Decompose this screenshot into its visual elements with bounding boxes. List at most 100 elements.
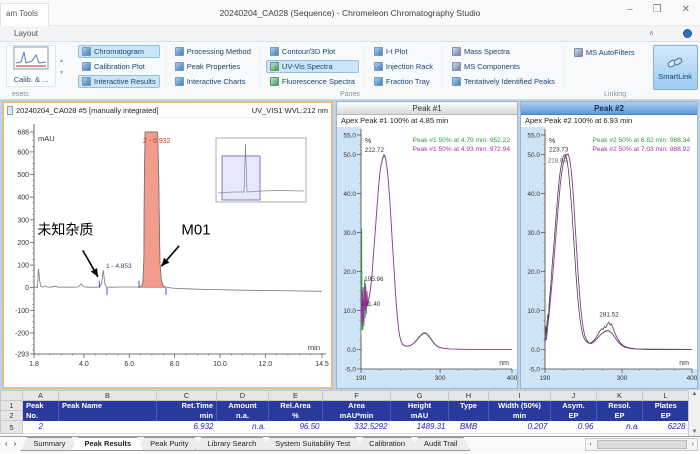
row-number[interactable]: 1 [0, 400, 23, 411]
tab-layout[interactable]: Layout [14, 29, 39, 38]
ribbon-button-uv-vis-spectra[interactable]: UV-Vis Spectra [265, 60, 359, 73]
ribbon-collapse-icon[interactable]: ∧ [648, 30, 654, 37]
column-header-unit[interactable]: min [488, 410, 551, 421]
tab-scroll-left-icon[interactable]: ‹ [5, 439, 8, 448]
column-header[interactable]: Rel.Area [268, 400, 323, 411]
sheet-tab-system-suitability-test[interactable]: System Suitability Test [262, 437, 363, 451]
column-letter-E[interactable]: E [268, 390, 323, 401]
column-header-unit[interactable]: No. [22, 410, 59, 421]
column-header[interactable]: Peak Name [58, 400, 157, 411]
ribbon-button-contour-3d-plot[interactable]: Contour/3D Plot [266, 45, 359, 58]
column-header[interactable]: Peak [22, 400, 59, 411]
column-header[interactable]: Area [322, 400, 391, 411]
column-header-unit[interactable]: min [156, 410, 217, 421]
result-cell[interactable]: n.a. [596, 420, 643, 434]
presets-button[interactable]: Calib. & ... [6, 45, 56, 87]
column-letter-K[interactable]: K [596, 390, 643, 401]
column-letter-J[interactable]: J [550, 390, 597, 401]
column-letter-A[interactable]: A [22, 390, 59, 401]
y-tick-label: 200 [17, 240, 29, 247]
help-icon[interactable] [683, 29, 692, 38]
column-letter-B[interactable]: B [58, 390, 157, 401]
ribbon-button-tentatively-identified-peaks[interactable]: Tentatively Identified Peaks [448, 75, 559, 88]
scroll-left-icon[interactable]: ‹ [589, 441, 592, 448]
column-header[interactable]: Asym. [550, 400, 597, 411]
sheet-tab-peak-purity[interactable]: Peak Purity [137, 437, 201, 451]
ribbon-button-i-t-plot[interactable]: I-t Plot [370, 45, 437, 58]
close-button[interactable]: ✕ [681, 4, 690, 15]
column-header-unit[interactable] [58, 410, 157, 421]
result-cell[interactable]: 0.96 [550, 420, 597, 434]
column-letter-C[interactable]: C [156, 390, 217, 401]
ribbon-button-mass-spectra[interactable]: Mass Spectra [448, 45, 559, 58]
overview-inset[interactable] [215, 137, 307, 203]
scrollbar-thumb[interactable] [596, 440, 687, 449]
ribbon-button-fluorescence-spectra[interactable]: Fluorescence Spectra [266, 75, 359, 88]
ribbon-button-processing-method[interactable]: Processing Method [171, 45, 255, 58]
ribbon-button-interactive-results[interactable]: Interactive Results [78, 75, 160, 88]
restore-button[interactable]: ❐ [652, 4, 662, 15]
column-header[interactable]: Height [390, 400, 449, 411]
column-header-unit[interactable]: mAU*min [322, 410, 391, 421]
row-number[interactable]: 2 [0, 410, 23, 421]
result-cell[interactable]: 1489.31 [390, 420, 449, 434]
column-header[interactable]: Width (50%) [488, 400, 551, 411]
column-letter-F[interactable]: F [322, 390, 391, 401]
column-header-unit[interactable]: EP [642, 410, 689, 421]
column-letter-H[interactable]: H [448, 390, 489, 401]
ribbon-button-chromatogram[interactable]: Chromatogram [78, 45, 160, 58]
column-header[interactable]: Ret.Time [156, 400, 217, 411]
result-cell[interactable] [58, 420, 157, 434]
peak2-panel-title[interactable]: Peak #2 [521, 102, 697, 115]
sheet-tab-library-search[interactable]: Library Search [195, 437, 270, 451]
ribbon-button-interactive-charts[interactable]: Interactive Charts [171, 75, 255, 88]
column-header-unit[interactable]: EP [596, 410, 643, 421]
sheet-tab-peak-results[interactable]: Peak Results [71, 437, 144, 451]
column-letter-D[interactable]: D [216, 390, 269, 401]
column-header[interactable]: Resol. [596, 400, 643, 411]
smartlink-button[interactable]: SmartLink [652, 45, 698, 90]
result-cell[interactable]: 2 [22, 420, 59, 434]
column-header[interactable]: Amount [216, 400, 269, 411]
ribbon-button-ms-autofilters[interactable]: MS AutoFilters [570, 45, 639, 59]
column-header-unit[interactable]: % [268, 410, 323, 421]
minimize-button[interactable]: – [627, 4, 633, 15]
tab-scroll-right-icon[interactable]: › [13, 439, 17, 448]
sheet-tab-summary[interactable]: Summary [20, 437, 78, 451]
result-cell[interactable]: 96.50 [268, 420, 323, 434]
scroll-right-icon[interactable]: › [691, 441, 694, 448]
ribbon-button-peak-properties[interactable]: Peak Properties [171, 60, 255, 73]
row-number[interactable]: 5 [0, 420, 23, 434]
column-header-unit[interactable]: mAU [390, 410, 449, 421]
peak1-panel-title[interactable]: Peak #1 [337, 102, 517, 115]
column-header[interactable]: Plates [642, 400, 689, 411]
horizontal-scrollbar[interactable]: ‹ › [585, 438, 698, 451]
column-letter-I[interactable]: I [488, 390, 551, 401]
sheet-tab-calibration[interactable]: Calibration [356, 437, 418, 451]
column-header-unit[interactable]: EP [550, 410, 597, 421]
ribbon-button-fraction-tray[interactable]: Fraction Tray [370, 75, 437, 88]
table-vertical-scrollbar[interactable]: ▲ ▼ [688, 390, 700, 436]
column-header[interactable]: Type [448, 400, 489, 411]
ribbon-button-ms-components[interactable]: MS Components [448, 60, 559, 73]
sheet-tab-audit-trail[interactable]: Audit Trail [411, 437, 470, 451]
ribbon-button-calibration-plot[interactable]: Calibration Plot [78, 60, 160, 73]
ribbon-button-injection-rack[interactable]: Injection Rack [370, 60, 437, 73]
ribbon-button-label: Mass Spectra [463, 47, 510, 56]
result-cell[interactable]: 6.932 [156, 420, 217, 434]
column-letter-G[interactable]: G [390, 390, 449, 401]
column-header-unit[interactable] [448, 410, 489, 421]
program-tools-tab[interactable]: am Tools [0, 3, 49, 26]
result-cell[interactable]: 332.5292 [322, 420, 391, 434]
column-header-unit[interactable]: n.a. [216, 410, 269, 421]
result-cell[interactable]: BMB [448, 420, 489, 434]
result-cell[interactable]: n.a. [216, 420, 269, 434]
column-letter-L[interactable]: L [642, 390, 689, 401]
select-all-corner[interactable] [0, 390, 23, 401]
presets-scroll[interactable]: ▲ ▼ [59, 57, 64, 76]
result-cell[interactable]: 6228 [642, 420, 689, 434]
result-cell[interactable]: 0.207 [488, 420, 551, 434]
